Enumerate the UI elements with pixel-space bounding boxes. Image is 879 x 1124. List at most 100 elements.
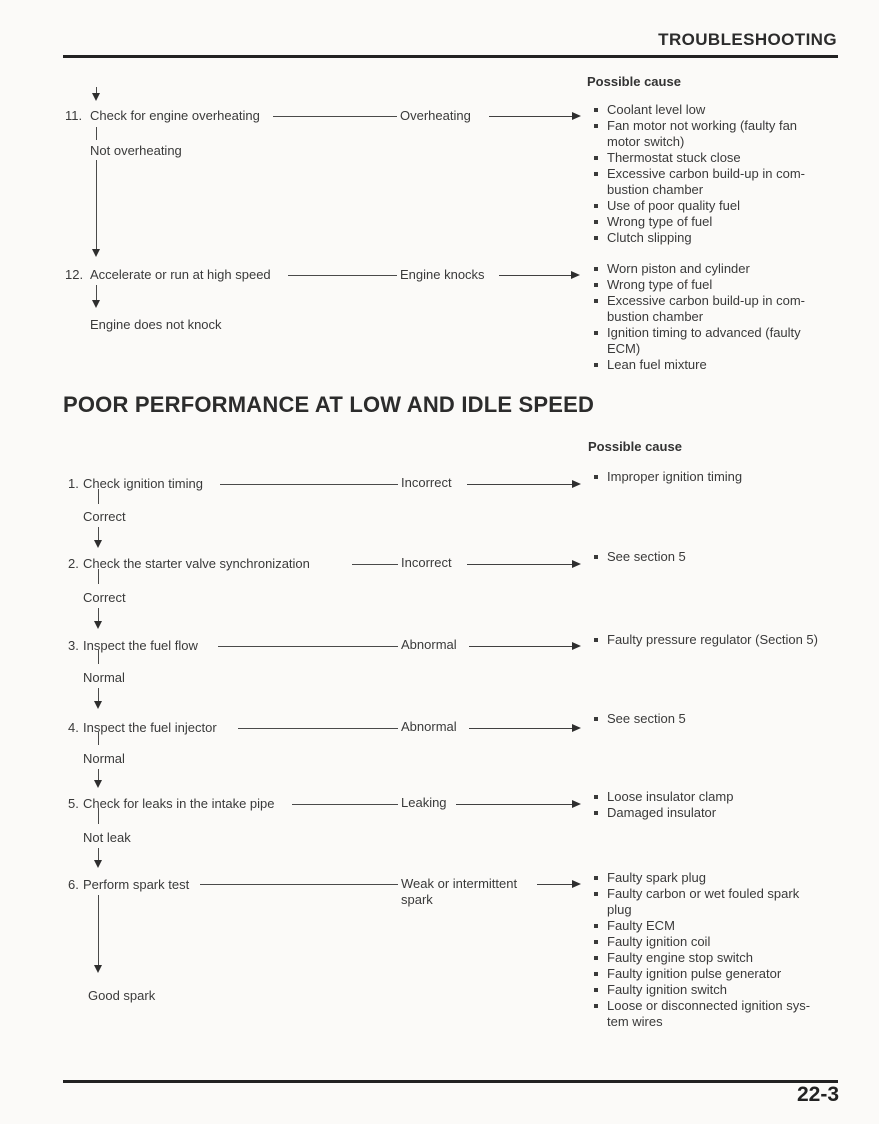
- cause-item: Faulty carbon or wet fouled spark plug: [594, 886, 852, 918]
- connector-line: [238, 728, 398, 729]
- result-label: Abnormal: [401, 719, 457, 734]
- flow-arrow-down-icon: [92, 87, 100, 101]
- arrow-right-icon: [499, 271, 580, 279]
- causes-list: Loose insulator clamp Damaged insulator: [594, 789, 852, 821]
- cause-item: Wrong type of fuel: [594, 214, 852, 230]
- section-title: POOR PERFORMANCE AT LOW AND IDLE SPEED: [63, 392, 595, 417]
- page-title: TROUBLESHOOTING: [658, 30, 837, 49]
- bullet-icon: [594, 283, 598, 287]
- arrow-right-icon: [489, 112, 581, 120]
- outcome-label: Not overheating: [90, 143, 182, 158]
- outcome-label: Engine does not knock: [90, 317, 222, 332]
- outcome-label: Not leak: [83, 830, 131, 845]
- step-number: 11.: [65, 108, 83, 123]
- result-label: Incorrect: [401, 475, 452, 490]
- result-label: Leaking: [401, 795, 447, 810]
- flow-arrow-down-icon: [94, 769, 102, 788]
- bullet-icon: [594, 638, 598, 642]
- connector-line: [273, 116, 397, 117]
- cause-item: Thermostat stuck close: [594, 150, 852, 166]
- arrow-right-icon: [467, 560, 581, 568]
- bullet-icon: [594, 924, 598, 928]
- step-label: Check for engine overheating: [90, 108, 260, 123]
- flow-arrow-down-icon: [94, 895, 102, 973]
- bullet-icon: [594, 988, 598, 992]
- flow-line-down: [96, 127, 97, 140]
- causes-list: Faulty spark plug Faulty carbon or wet f…: [594, 870, 852, 1030]
- flow-arrow-down-icon: [92, 285, 100, 308]
- result-label: Weak or intermittent spark: [401, 876, 518, 907]
- step-number: 6.: [68, 877, 79, 892]
- step-label: Check for leaks in the intake pipe: [83, 796, 275, 811]
- outcome-label: Normal: [83, 751, 125, 766]
- bullet-icon: [594, 331, 598, 335]
- bullet-icon: [594, 811, 598, 815]
- step-number: 12.: [65, 267, 84, 282]
- cause-item: Faulty ignition coil: [594, 934, 852, 950]
- bullet-icon: [594, 795, 598, 799]
- outcome-label: Good spark: [88, 988, 156, 1003]
- cause-item: Faulty pressure regulator (Section 5): [594, 632, 852, 648]
- causes-list: Coolant level low Fan motor not working …: [594, 102, 852, 246]
- flow-line-down: [98, 732, 99, 745]
- arrow-right-icon: [469, 642, 581, 650]
- causes-list: Faulty pressure regulator (Section 5): [594, 632, 852, 648]
- cause-item: Excessive carbon build-up in com- bustio…: [594, 166, 852, 198]
- outcome-label: Correct: [83, 509, 126, 524]
- bullet-icon: [594, 299, 598, 303]
- bullet-icon: [594, 892, 598, 896]
- arrow-right-icon: [469, 724, 581, 732]
- flow-arrow-down-icon: [92, 160, 100, 257]
- cause-item: See section 5: [594, 549, 852, 565]
- connector-line: [352, 564, 398, 565]
- cause-item: Wrong type of fuel: [594, 277, 852, 293]
- flow-arrow-down-icon: [94, 688, 102, 709]
- cause-item: Faulty engine stop switch: [594, 950, 852, 966]
- bullet-icon: [594, 363, 598, 367]
- footer-rule: [63, 1080, 838, 1083]
- arrow-right-icon: [467, 480, 581, 488]
- connector-line: [288, 275, 397, 276]
- header-rule: [63, 55, 838, 58]
- cause-item: Improper ignition timing: [594, 469, 852, 485]
- result-label: Abnormal: [401, 637, 457, 652]
- outcome-label: Correct: [83, 590, 126, 605]
- cause-item: Fan motor not working (faulty fan motor …: [594, 118, 852, 150]
- cause-item: Loose or disconnected ignition sys- tem …: [594, 998, 852, 1030]
- bullet-icon: [594, 108, 598, 112]
- step-label: Check ignition timing: [83, 476, 203, 491]
- cause-item: Use of poor quality fuel: [594, 198, 852, 214]
- bullet-icon: [594, 220, 598, 224]
- result-label: Incorrect: [401, 555, 452, 570]
- step-number: 2.: [68, 556, 79, 571]
- step-label: Inspect the fuel flow: [83, 638, 198, 653]
- result-label: Overheating: [400, 108, 471, 123]
- bullet-icon: [594, 156, 598, 160]
- step-number: 5.: [68, 796, 79, 811]
- cause-item: See section 5: [594, 711, 852, 727]
- arrow-right-icon: [537, 880, 581, 888]
- cause-item: Faulty spark plug: [594, 870, 852, 886]
- bullet-icon: [594, 267, 598, 271]
- step-label: Accelerate or run at high speed: [90, 267, 271, 282]
- bullet-icon: [594, 555, 598, 559]
- flow-arrow-down-icon: [94, 608, 102, 629]
- step-number: 4.: [68, 720, 79, 735]
- cause-item: Worn piston and cylinder: [594, 261, 852, 277]
- step-label: Perform spark test: [83, 877, 190, 892]
- bullet-icon: [594, 124, 598, 128]
- cause-item: Lean fuel mixture: [594, 357, 852, 373]
- connector-line: [292, 804, 398, 805]
- bullet-icon: [594, 876, 598, 880]
- bullet-icon: [594, 172, 598, 176]
- causes-list: See section 5: [594, 549, 852, 565]
- flow-line-down: [98, 808, 99, 824]
- step-label: Inspect the fuel injector: [83, 720, 217, 735]
- arrow-right-icon: [456, 800, 581, 808]
- step-number: 1.: [68, 476, 79, 491]
- connector-line: [220, 484, 398, 485]
- cause-item: Coolant level low: [594, 102, 852, 118]
- cause-item: Clutch slipping: [594, 230, 852, 246]
- page-number: 22-3: [796, 1083, 839, 1106]
